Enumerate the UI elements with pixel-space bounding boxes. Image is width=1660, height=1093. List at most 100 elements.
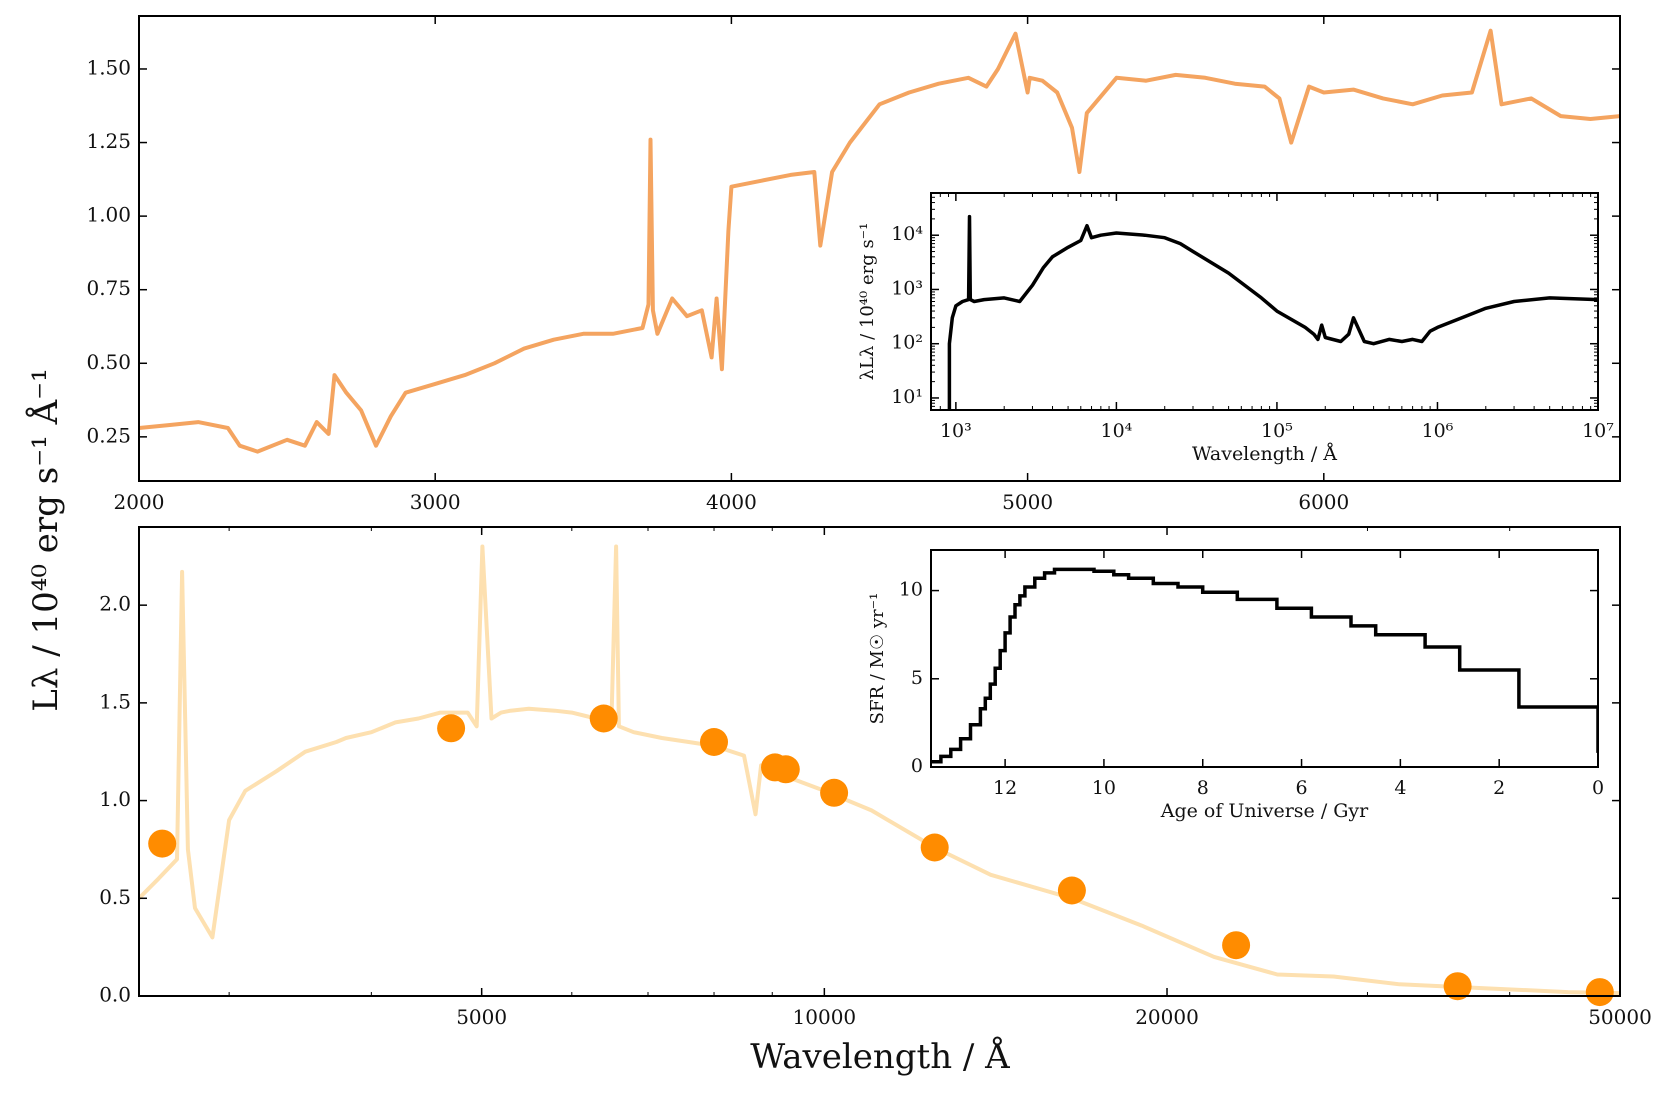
inset-sfh-y-tick-label: 5 bbox=[911, 667, 923, 689]
inset-sed-x-tick: 10⁵ bbox=[1261, 193, 1293, 442]
bottom-y-tick: 0.0 bbox=[99, 983, 1620, 1007]
top-x-tick-label: 4000 bbox=[706, 490, 757, 514]
photometry-point bbox=[1585, 978, 1614, 1007]
top-x-tick: 3000 bbox=[410, 16, 461, 514]
bottom-spectrum-line bbox=[139, 544, 1620, 996]
inset-sed-x-tick-label: 10³ bbox=[940, 420, 972, 442]
inset-sed-y-tick-label: 10³ bbox=[891, 277, 923, 299]
bottom-x-tick-label: 20000 bbox=[1135, 1005, 1199, 1029]
top-y-tick: 1.25 bbox=[86, 129, 1620, 153]
shared-y-axis-label: Lλ / 10⁴⁰ erg s⁻¹ Å⁻¹ bbox=[25, 368, 66, 711]
bottom-content bbox=[139, 544, 1620, 996]
inset-sfh-x-tick-label: 2 bbox=[1493, 777, 1505, 799]
top-y-tick: 0.75 bbox=[86, 276, 1620, 300]
inset-sfh-y-tick: 5 bbox=[911, 667, 1598, 689]
inset-sed-x-tick: 10⁴ bbox=[1101, 193, 1133, 442]
inset-sfh-x-tick-label: 4 bbox=[1394, 777, 1406, 799]
top-y-tick-label: 0.50 bbox=[86, 350, 131, 374]
photometry-point bbox=[820, 778, 849, 807]
inset-sfh-x-tick: 2 bbox=[1493, 550, 1505, 799]
top-x-tick: 4000 bbox=[706, 16, 757, 514]
inset-sed-x-tick-label: 10⁶ bbox=[1422, 420, 1454, 442]
inset-sfh-plot-area bbox=[931, 550, 1598, 767]
inset-sfh-y-tick-label: 0 bbox=[911, 755, 923, 777]
bottom-y-tick-label: 1.0 bbox=[99, 787, 131, 811]
inset-sed-y-tick: 10³ bbox=[891, 277, 1598, 299]
top-x-tick-label: 2000 bbox=[114, 490, 165, 514]
photometry-point bbox=[437, 714, 466, 743]
inset-sfh-y-tick: 10 bbox=[899, 579, 1598, 601]
inset-sed-y-tick-label: 10² bbox=[891, 332, 923, 354]
bottom-y-tick: 0.5 bbox=[99, 885, 1620, 909]
photometry-point bbox=[771, 755, 800, 784]
inset-sfh-content bbox=[931, 567, 1598, 764]
inset-sfh-x-tick: 8 bbox=[1197, 550, 1209, 799]
inset-sed-y-tick: 10² bbox=[891, 332, 1598, 354]
photometry-point bbox=[700, 728, 728, 756]
inset-sed-y-label: λLλ / 10⁴⁰ erg s⁻¹ bbox=[857, 223, 878, 381]
inset-sed-y-tick: 10⁴ bbox=[891, 223, 1598, 245]
inset-sfh-panel: 12 10 8 6 4 2 0 0 5 10 Age of Universe / Gyr SFR / … bbox=[867, 549, 1604, 822]
top-y-tick-label: 1.25 bbox=[86, 129, 131, 153]
inset-sed-panel: 10³ 10⁴ 10⁵ 10⁶ 10⁷ 10¹ 10² 10³ 10⁴ Wavelength / … bbox=[857, 192, 1614, 465]
bottom-y-tick-label: 2.0 bbox=[99, 592, 131, 616]
inset-sfh-x-tick-label: 0 bbox=[1592, 777, 1604, 799]
inset-sed-y-tick-label: 10¹ bbox=[891, 386, 923, 408]
inset-sed-x-tick-label: 10⁴ bbox=[1101, 420, 1133, 442]
top-x-tick: 5000 bbox=[1002, 16, 1053, 514]
inset-sed-frame bbox=[930, 192, 1599, 411]
top-x-tick: 6000 bbox=[1298, 16, 1349, 514]
inset-sfh-x-tick-label: 12 bbox=[993, 777, 1017, 799]
top-y-tick-label: 1.00 bbox=[86, 203, 131, 227]
inset-sfh-line bbox=[931, 567, 1598, 764]
top-x-tick-label: 3000 bbox=[410, 490, 461, 514]
top-y-tick: 1.00 bbox=[86, 203, 1620, 227]
top-frame bbox=[138, 15, 1621, 482]
top-y-tick: 0.50 bbox=[86, 350, 1620, 374]
top-content bbox=[139, 28, 1620, 454]
inset-sfh-x-tick: 4 bbox=[1394, 550, 1406, 799]
inset-sfh-x-label: Age of Universe / Gyr bbox=[1160, 800, 1369, 822]
bottom-x-tick-label: 5000 bbox=[456, 1005, 507, 1029]
bottom-x-tick-label: 50000 bbox=[1588, 1005, 1652, 1029]
inset-sfh-x-tick-label: 8 bbox=[1197, 777, 1209, 799]
inset-sed-line bbox=[947, 214, 1598, 410]
inset-sed-x-tick: 10⁶ bbox=[1422, 193, 1454, 442]
top-y-tick: 1.50 bbox=[86, 55, 1620, 79]
top-x-tick-label: 6000 bbox=[1298, 490, 1349, 514]
top-y-tick-label: 1.50 bbox=[86, 55, 131, 79]
inset-sfh-x-tick-label: 10 bbox=[1092, 777, 1116, 799]
bottom-y-tick: 1.5 bbox=[99, 689, 1620, 713]
inset-sed-x-tick-label: 10⁷ bbox=[1582, 420, 1614, 442]
inset-sfh-y-tick-label: 10 bbox=[899, 579, 923, 601]
inset-sfh-frame bbox=[930, 549, 1599, 768]
inset-sfh-x-tick: 10 bbox=[1092, 550, 1116, 799]
top-y-tick: 0.25 bbox=[86, 423, 1620, 447]
photometry-point bbox=[920, 833, 949, 862]
bottom-y-tick: 2.0 bbox=[99, 592, 1620, 616]
inset-sfh-y-label: SFR / M☉ yr⁻¹ bbox=[867, 593, 888, 725]
shared-x-axis-label: Wavelength / Å bbox=[750, 1036, 1010, 1077]
inset-sed-y-tick-label: 10⁴ bbox=[891, 223, 923, 245]
photometry-point bbox=[148, 829, 177, 858]
photometry-point bbox=[1222, 931, 1251, 960]
photometry-point bbox=[1057, 876, 1086, 905]
inset-sed-content bbox=[947, 214, 1598, 410]
inset-sed-x-tick-label: 10⁵ bbox=[1261, 420, 1293, 442]
bottom-y-tick: 1.0 bbox=[99, 787, 1620, 811]
bottom-x-tick: 50000 bbox=[1588, 527, 1652, 1029]
top-spectrum-line bbox=[139, 28, 1620, 454]
bottom-frame bbox=[138, 526, 1621, 997]
top-y-tick-label: 0.75 bbox=[86, 276, 131, 300]
photometry-point bbox=[1443, 972, 1472, 1001]
inset-sed-x-label: Wavelength / Å bbox=[1192, 443, 1337, 465]
bottom-y-tick-label: 0.0 bbox=[99, 983, 131, 1007]
inset-sed-y-tick: 10¹ bbox=[891, 386, 1598, 408]
inset-sfh-x-tick-label: 6 bbox=[1296, 777, 1308, 799]
photometry-point bbox=[589, 704, 618, 733]
inset-sed-x-tick: 10³ bbox=[940, 193, 972, 442]
bottom-x-tick: 10000 bbox=[793, 527, 856, 1029]
top-y-tick-label: 0.25 bbox=[86, 423, 131, 447]
inset-sfh-x-tick: 6 bbox=[1296, 550, 1308, 799]
